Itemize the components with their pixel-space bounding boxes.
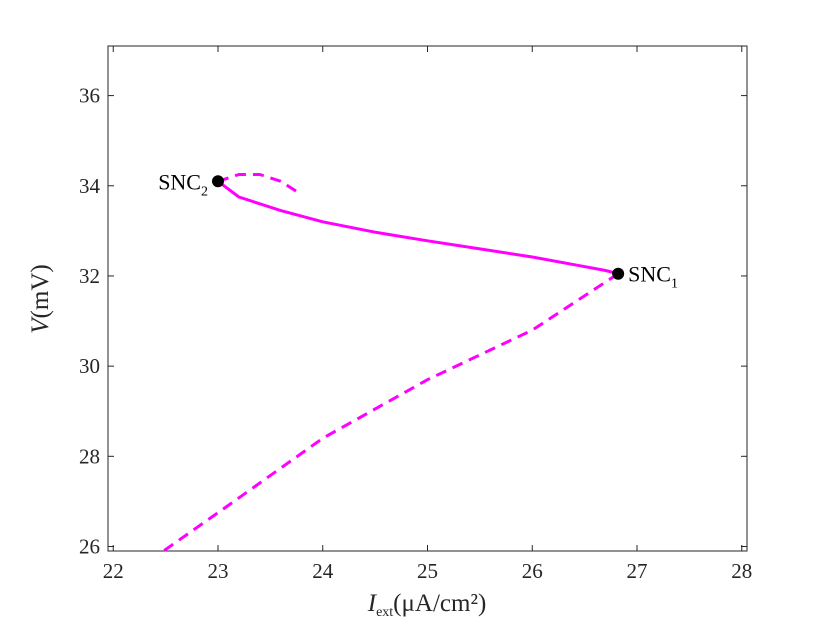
series-layer (162, 173, 620, 553)
axis-ticks: 22 23 24 25 26 27 28 26 28 30 32 34 36 (79, 46, 752, 583)
x-tick-label: 24 (312, 559, 334, 583)
snc-point-marker (211, 175, 224, 188)
y-tick-label: 34 (79, 174, 101, 198)
x-axis-label: Iext(μA/cm²) (367, 590, 487, 620)
snc-point-label: SNC2 (158, 169, 208, 199)
x-tick-label: 26 (522, 559, 543, 583)
y-tick-label: 36 (79, 84, 100, 108)
y-tick-label: 26 (79, 534, 100, 558)
x-tick-label: 23 (207, 559, 228, 583)
y-tick-label: 30 (79, 354, 100, 378)
y-axis-label: V(mV) (27, 264, 54, 333)
y-tick-label: 28 (79, 444, 100, 468)
series-line-dashed (217, 173, 303, 197)
snc-point-label: SNC1 (628, 262, 678, 292)
points-layer: SNC2 SNC1 (158, 169, 678, 291)
x-tick-label: 22 (103, 559, 124, 583)
series-line-dashed (162, 272, 620, 553)
x-tick-label: 27 (627, 559, 648, 583)
plot-box (107, 45, 748, 552)
x-tick-label: 28 (731, 559, 752, 583)
snc-point-marker (612, 267, 625, 280)
series-line-solid (217, 180, 619, 276)
y-tick-label: 32 (79, 264, 100, 288)
x-tick-label: 25 (417, 559, 438, 583)
